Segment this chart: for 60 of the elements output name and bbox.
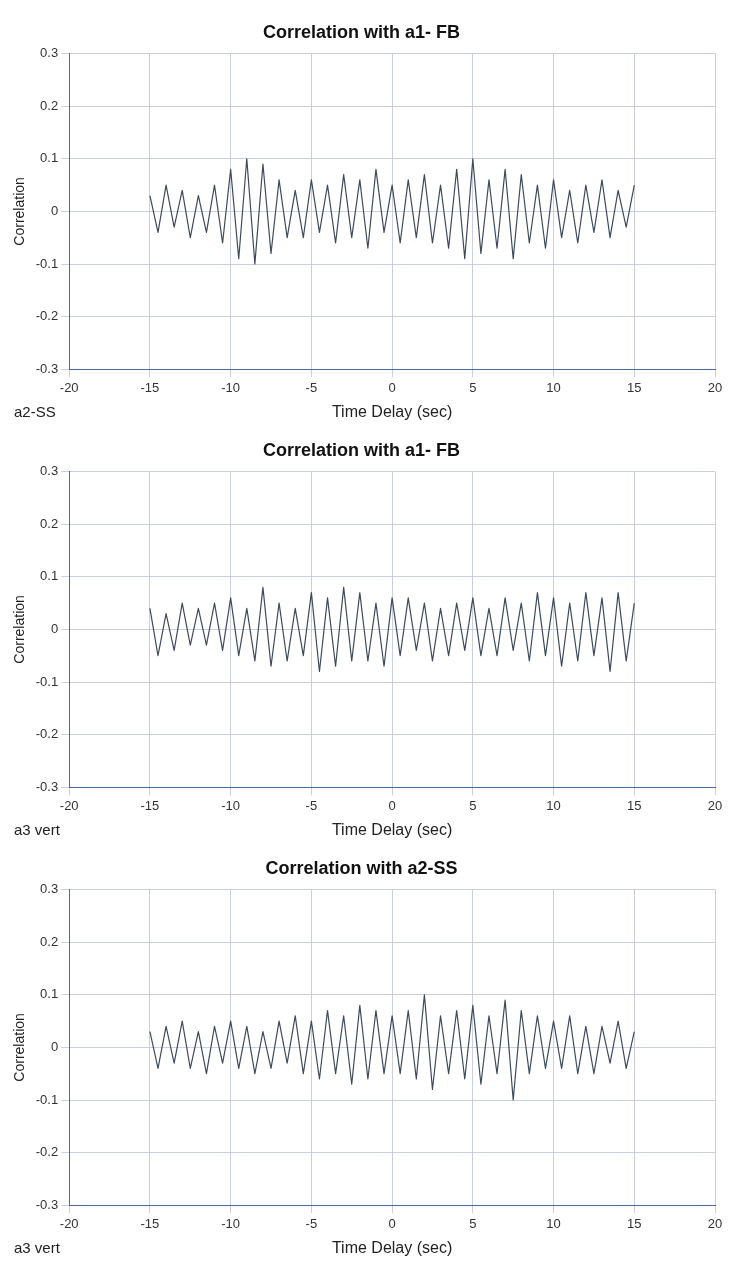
x-tick-label: -15 bbox=[140, 797, 160, 813]
x-tick-label: -15 bbox=[140, 1215, 160, 1231]
x-tick-label: 0 bbox=[388, 379, 396, 395]
y-tick-label: -0.2 bbox=[35, 726, 59, 742]
x-tick-label: 5 bbox=[469, 379, 477, 395]
x-tick-label: 5 bbox=[469, 1215, 477, 1231]
x-tick-label: -10 bbox=[221, 1215, 241, 1231]
y-tick-label: 0 bbox=[50, 1038, 59, 1054]
x-axis-title: Time Delay (sec) bbox=[331, 820, 453, 838]
x-axis-title: Time Delay (sec) bbox=[331, 1238, 453, 1256]
y-axis-title: Correlation bbox=[11, 177, 28, 246]
y-tick-label: 0.1 bbox=[40, 568, 59, 584]
x-axis-title: Time Delay (sec) bbox=[331, 402, 453, 420]
x-tick-label: 15 bbox=[627, 379, 642, 395]
chart-title: Correlation with a1- FB bbox=[262, 439, 461, 460]
x-tick-label: 0 bbox=[388, 1215, 396, 1231]
y-tick-label: 0.1 bbox=[40, 150, 59, 166]
y-tick-label: -0.1 bbox=[35, 1091, 59, 1107]
x-tick-label: -10 bbox=[221, 379, 241, 395]
y-tick-label: -0.3 bbox=[35, 360, 59, 376]
text: a3 vert bbox=[14, 820, 61, 838]
x-tick-label: -20 bbox=[59, 379, 79, 395]
y-axis-title: Correlation bbox=[11, 1013, 28, 1082]
y-tick-label: -0.1 bbox=[35, 255, 59, 271]
chart-title: Correlation with a1- FB bbox=[262, 21, 461, 42]
x-tick-label: -10 bbox=[221, 797, 241, 813]
x-tick-label: -15 bbox=[140, 379, 160, 395]
x-tick-label: 5 bbox=[469, 797, 477, 813]
text: a2-SS bbox=[14, 402, 56, 420]
y-tick-label: 0.3 bbox=[40, 45, 59, 61]
x-tick-label: 10 bbox=[546, 1215, 561, 1231]
y-tick-label: -0.3 bbox=[35, 1196, 59, 1212]
x-tick-label: -20 bbox=[59, 1215, 79, 1231]
y-tick-label: -0.2 bbox=[35, 1144, 59, 1160]
x-tick-label: 10 bbox=[546, 379, 561, 395]
y-tick-label: 0.2 bbox=[40, 97, 59, 113]
y-tick-label: 0.3 bbox=[40, 463, 59, 479]
y-tick-label: 0 bbox=[50, 620, 59, 636]
x-tick-label: 20 bbox=[707, 379, 723, 395]
y-tick-label: 0 bbox=[50, 202, 59, 218]
chart-title: Correlation with a2-SS bbox=[265, 857, 458, 878]
y-tick-label: 0.1 bbox=[40, 986, 59, 1002]
y-tick-label: -0.2 bbox=[35, 308, 59, 324]
y-axis-title: Correlation bbox=[11, 595, 28, 664]
y-tick-label: 0.2 bbox=[40, 515, 59, 531]
x-tick-label: 15 bbox=[627, 1215, 642, 1231]
y-tick-label: 0.3 bbox=[40, 881, 59, 897]
y-tick-label: 0.2 bbox=[40, 933, 59, 949]
x-tick-label: 20 bbox=[707, 797, 723, 813]
x-tick-label: -5 bbox=[305, 1215, 318, 1231]
x-tick-label: -5 bbox=[305, 797, 318, 813]
text: a3 vert bbox=[14, 1238, 61, 1256]
x-tick-label: 15 bbox=[627, 797, 642, 813]
x-tick-label: 10 bbox=[546, 797, 561, 813]
x-tick-label: -20 bbox=[59, 797, 79, 813]
y-tick-label: -0.3 bbox=[35, 778, 59, 794]
x-tick-label: -5 bbox=[305, 379, 318, 395]
x-tick-label: 20 bbox=[707, 1215, 723, 1231]
y-tick-label: -0.1 bbox=[35, 673, 59, 689]
x-tick-label: 0 bbox=[388, 797, 396, 813]
